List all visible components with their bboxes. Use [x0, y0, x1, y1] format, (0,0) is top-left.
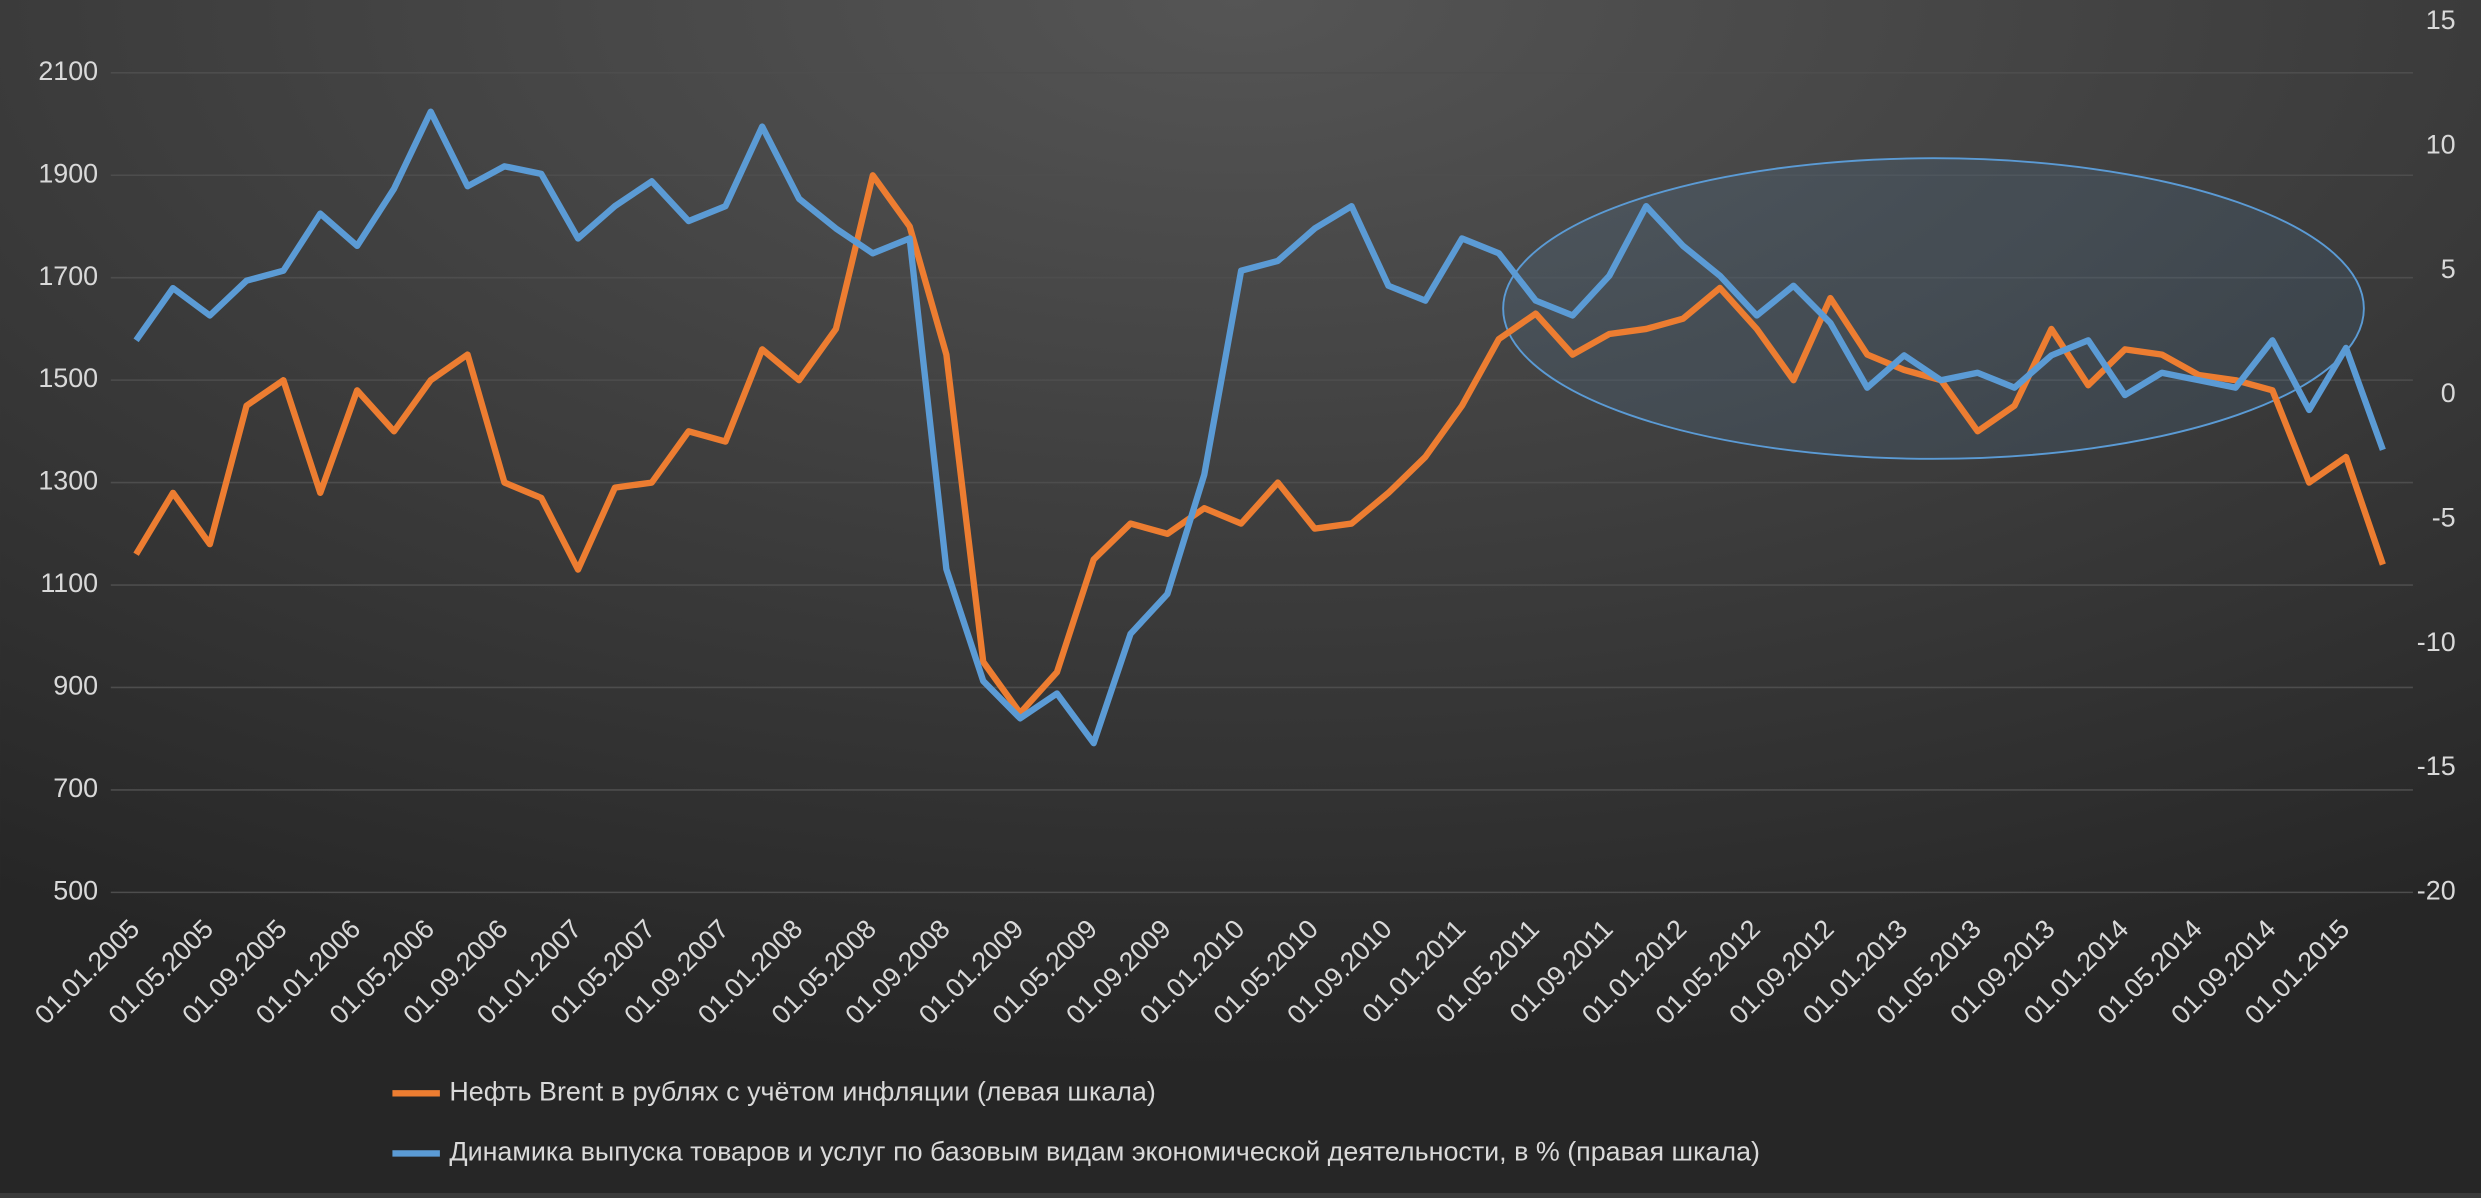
y-tick-label: 700 [53, 773, 98, 803]
y-tick-label: 2100 [38, 56, 98, 86]
series-line [133, 108, 2386, 747]
y-tick-label: 500 [53, 875, 98, 905]
y2-tick-label: 0 [2441, 378, 2456, 408]
y2-tick-label: -5 [2432, 503, 2456, 533]
y-tick-label: 1500 [38, 363, 98, 393]
y2-tick-label: 15 [2426, 5, 2456, 35]
series-line [133, 172, 2386, 717]
y-tick-label: 1900 [38, 158, 98, 188]
y2-tick-label: -15 [2417, 751, 2456, 781]
legend-label: Нефть Brent в рублях с учётом инфляции (… [449, 1076, 1155, 1106]
highlight-ellipse [1502, 157, 2365, 460]
y2-tick-label: -20 [2417, 875, 2456, 905]
y-tick-label: 900 [53, 671, 98, 701]
legend-label: Динамика выпуска товаров и услуг по базо… [449, 1137, 1760, 1167]
y2-tick-label: 10 [2426, 130, 2456, 160]
y-tick-label: 1100 [40, 568, 98, 598]
y2-tick-label: 5 [2441, 254, 2456, 284]
y-tick-label: 1700 [38, 261, 98, 291]
plot [133, 108, 2386, 747]
y-tick-label: 1300 [38, 466, 98, 496]
y2-tick-label: -10 [2417, 627, 2456, 657]
